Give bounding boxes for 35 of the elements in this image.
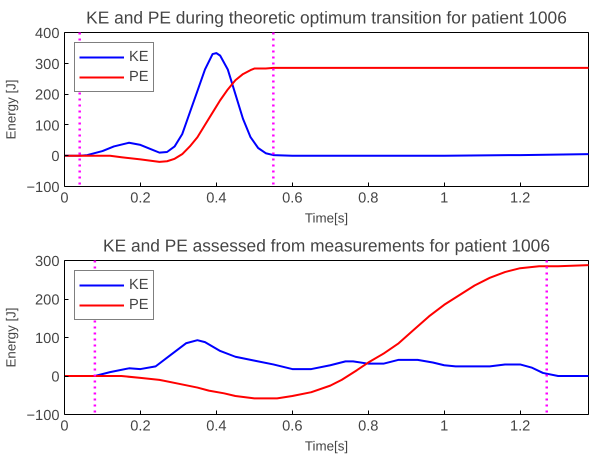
y-tick-label: 0 bbox=[51, 149, 60, 166]
y-tick-label: 300 bbox=[35, 56, 60, 73]
y-tick-label: −100 bbox=[26, 180, 60, 196]
y-axis-title: Energy [J] bbox=[3, 307, 18, 368]
y-tick-label: −100 bbox=[26, 408, 60, 424]
x-tick-label: 1.2 bbox=[510, 190, 530, 206]
legend-label: PE bbox=[129, 297, 149, 313]
y-tick-label: 100 bbox=[35, 331, 60, 347]
y-tick-label: 200 bbox=[35, 292, 60, 308]
x-tick-label: 0.8 bbox=[358, 190, 378, 206]
x-tick-label: 0.2 bbox=[130, 190, 151, 206]
x-axis-title: Time[s] bbox=[304, 438, 348, 454]
line-series bbox=[64, 264, 588, 400]
x-tick-label: 0.4 bbox=[206, 418, 227, 434]
legend-label: KE bbox=[129, 49, 149, 65]
chart-title: KE and PE assessed from measurements for patient 1006 bbox=[103, 236, 550, 256]
y-tick-label: 300 bbox=[35, 254, 60, 270]
x-tick-label: 0.8 bbox=[358, 418, 378, 434]
chart-title: KE and PE during theoretic optimum transition for patient 1006 bbox=[86, 8, 567, 28]
line-series bbox=[64, 66, 588, 163]
y-axis-title: Energy [J] bbox=[3, 79, 18, 140]
legend-label: KE bbox=[129, 277, 149, 293]
y-tick-label: 100 bbox=[35, 118, 60, 134]
x-tick-label: 0.2 bbox=[130, 418, 151, 434]
x-tick-label: 0.6 bbox=[282, 418, 303, 434]
x-tick-label: 0.6 bbox=[282, 190, 303, 206]
legend-label: PE bbox=[129, 69, 149, 85]
x-tick-label: 1 bbox=[440, 190, 448, 206]
x-axis-title: Time[s] bbox=[304, 210, 348, 226]
x-tick-label: 1.2 bbox=[510, 418, 530, 434]
y-tick-label: 200 bbox=[35, 88, 60, 104]
y-tick-label: 0 bbox=[51, 370, 60, 386]
x-tick-label: 1 bbox=[440, 418, 448, 434]
y-tick-label: 400 bbox=[35, 26, 60, 42]
x-tick-label: 0.4 bbox=[206, 190, 227, 206]
